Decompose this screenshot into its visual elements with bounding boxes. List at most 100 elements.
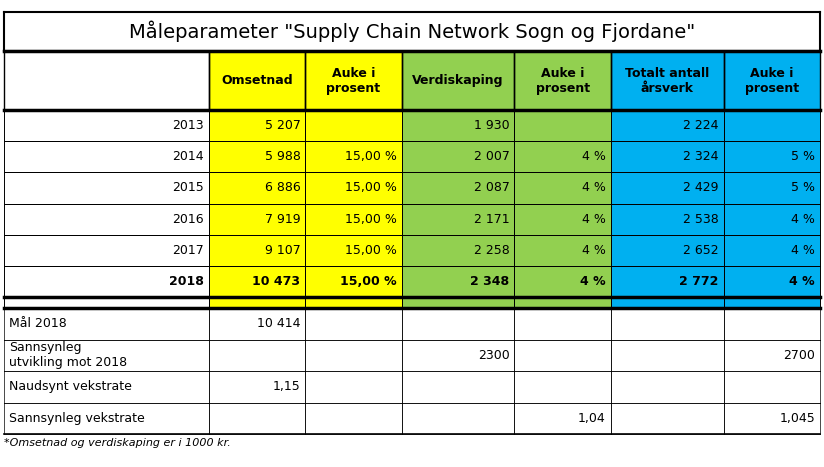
- Text: 15,00 %: 15,00 %: [344, 150, 396, 163]
- Text: 2 007: 2 007: [474, 150, 509, 163]
- Bar: [401, 172, 514, 204]
- Text: Auke i
prosent: Auke i prosent: [326, 67, 381, 95]
- Bar: [514, 110, 611, 142]
- Text: Auke i
prosent: Auke i prosent: [536, 67, 590, 95]
- Bar: [611, 403, 723, 434]
- Bar: [514, 266, 611, 297]
- Bar: [723, 266, 820, 297]
- Bar: [4, 110, 209, 142]
- Bar: [4, 12, 820, 51]
- Bar: [611, 297, 723, 308]
- Bar: [401, 234, 514, 266]
- Text: 2300: 2300: [478, 349, 509, 362]
- Text: Mål 2018: Mål 2018: [9, 318, 67, 330]
- Text: 7 919: 7 919: [265, 212, 301, 226]
- Bar: [209, 142, 306, 172]
- Bar: [514, 308, 611, 340]
- Text: Omsetnad: Omsetnad: [222, 74, 293, 87]
- Bar: [611, 110, 723, 142]
- Text: 2 258: 2 258: [474, 244, 509, 257]
- Bar: [306, 204, 401, 234]
- Bar: [4, 340, 209, 371]
- Text: 1,04: 1,04: [578, 412, 606, 425]
- Text: 2700: 2700: [783, 349, 815, 362]
- Bar: [723, 110, 820, 142]
- Bar: [723, 403, 820, 434]
- Text: 4 %: 4 %: [791, 244, 815, 257]
- Bar: [611, 142, 723, 172]
- Text: 5 988: 5 988: [265, 150, 301, 163]
- Bar: [723, 142, 820, 172]
- Bar: [611, 266, 723, 297]
- Bar: [723, 234, 820, 266]
- Bar: [514, 142, 611, 172]
- Bar: [306, 297, 401, 308]
- Bar: [611, 340, 723, 371]
- Text: 2 652: 2 652: [683, 244, 719, 257]
- Text: 5 207: 5 207: [265, 119, 301, 132]
- Bar: [514, 51, 611, 110]
- Text: 5 %: 5 %: [791, 182, 815, 194]
- Bar: [209, 204, 306, 234]
- Text: 4 %: 4 %: [582, 182, 606, 194]
- Text: 15,00 %: 15,00 %: [340, 275, 396, 288]
- Text: *Omsetnad og verdiskaping er i 1000 kr.: *Omsetnad og verdiskaping er i 1000 kr.: [4, 438, 231, 448]
- Text: 4 %: 4 %: [580, 275, 606, 288]
- Bar: [306, 266, 401, 297]
- Text: Verdiskaping: Verdiskaping: [412, 74, 503, 87]
- Bar: [4, 297, 209, 308]
- Bar: [611, 308, 723, 340]
- Text: 4 %: 4 %: [582, 150, 606, 163]
- Text: Sannsynleg vekstrate: Sannsynleg vekstrate: [9, 412, 145, 425]
- Text: 2 087: 2 087: [474, 182, 509, 194]
- Text: 2 429: 2 429: [683, 182, 719, 194]
- Bar: [209, 340, 306, 371]
- Bar: [611, 371, 723, 403]
- Text: 15,00 %: 15,00 %: [344, 244, 396, 257]
- Bar: [514, 403, 611, 434]
- Bar: [401, 142, 514, 172]
- Bar: [4, 403, 209, 434]
- Bar: [4, 51, 209, 110]
- Bar: [514, 172, 611, 204]
- Bar: [209, 110, 306, 142]
- Bar: [306, 371, 401, 403]
- Bar: [514, 297, 611, 308]
- Bar: [209, 172, 306, 204]
- Text: 2015: 2015: [172, 182, 204, 194]
- Bar: [4, 308, 209, 340]
- Bar: [4, 234, 209, 266]
- Bar: [209, 403, 306, 434]
- Text: 15,00 %: 15,00 %: [344, 212, 396, 226]
- Bar: [611, 234, 723, 266]
- Bar: [209, 308, 306, 340]
- Bar: [514, 234, 611, 266]
- Bar: [306, 110, 401, 142]
- Bar: [306, 51, 401, 110]
- Bar: [723, 340, 820, 371]
- Text: 2 171: 2 171: [474, 212, 509, 226]
- Bar: [209, 51, 306, 110]
- Bar: [723, 371, 820, 403]
- Text: 5 %: 5 %: [791, 150, 815, 163]
- Text: 10 473: 10 473: [252, 275, 301, 288]
- Bar: [401, 51, 514, 110]
- Text: 4 %: 4 %: [791, 212, 815, 226]
- Bar: [401, 340, 514, 371]
- Text: 6 886: 6 886: [265, 182, 301, 194]
- Bar: [209, 371, 306, 403]
- Bar: [306, 308, 401, 340]
- Text: 2017: 2017: [172, 244, 204, 257]
- Text: 15,00 %: 15,00 %: [344, 182, 396, 194]
- Text: 4 %: 4 %: [789, 275, 815, 288]
- Bar: [209, 297, 306, 308]
- Text: 2 348: 2 348: [471, 275, 509, 288]
- Text: 4 %: 4 %: [582, 244, 606, 257]
- Bar: [514, 204, 611, 234]
- Bar: [209, 266, 306, 297]
- Text: 2013: 2013: [172, 119, 204, 132]
- Bar: [4, 172, 209, 204]
- Bar: [306, 340, 401, 371]
- Bar: [401, 308, 514, 340]
- Bar: [723, 172, 820, 204]
